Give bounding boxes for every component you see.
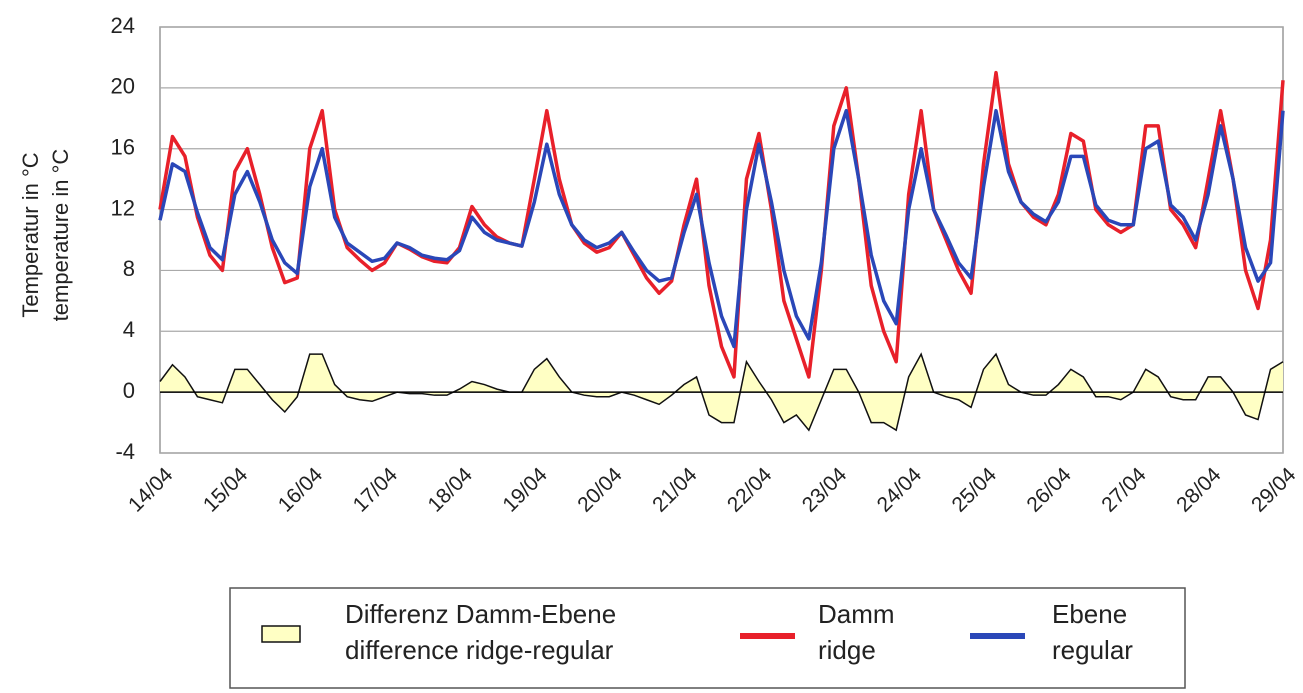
legend-label: Damm [818,599,895,629]
legend-label: Ebene [1052,599,1127,629]
legend-label: ridge [818,635,876,665]
y-tick-label: 16 [111,135,135,160]
y-tick-label: 4 [123,317,135,342]
y-tick-label: 0 [123,378,135,403]
x-tick-label: 29/04 [1247,463,1301,517]
x-tick-label: 19/04 [498,463,552,517]
legend-label: difference ridge-regular [345,635,614,665]
y-tick-label: 12 [111,195,135,220]
y-axis-label-line: Temperatur in °C [18,152,43,317]
x-tick-label: 27/04 [1097,463,1151,517]
x-tick-label: 21/04 [648,463,702,517]
legend-swatch [261,625,301,643]
legend-label: Differenz Damm-Ebene [345,599,616,629]
x-tick-label: 18/04 [423,463,477,517]
y-tick-label: 24 [111,13,135,38]
x-tick-label: 23/04 [798,463,852,517]
y-axis-label: Temperatur in °C temperature in °C [18,149,73,322]
x-tick-label: 28/04 [1172,463,1226,517]
x-tick-label: 24/04 [873,463,927,517]
x-tick-label: 15/04 [199,463,253,517]
legend-label: regular [1052,635,1133,665]
legend-box [229,587,1186,689]
y-tick-label: -4 [115,439,135,464]
area-outline [159,352,1284,432]
line [158,108,1285,349]
y-tick-label: 20 [111,74,135,99]
y-axis-label-line: temperature in °C [48,149,73,322]
y-tick-label: 8 [123,256,135,281]
x-tick-label: 14/04 [124,463,178,517]
x-tick-label: 22/04 [723,463,777,517]
x-tick-label: 25/04 [948,463,1002,517]
x-tick-label: 20/04 [573,463,627,517]
x-tick-label: 16/04 [274,463,328,517]
line [158,70,1285,379]
x-tick-label: 17/04 [349,463,403,517]
x-tick-label: 26/04 [1022,463,1076,517]
